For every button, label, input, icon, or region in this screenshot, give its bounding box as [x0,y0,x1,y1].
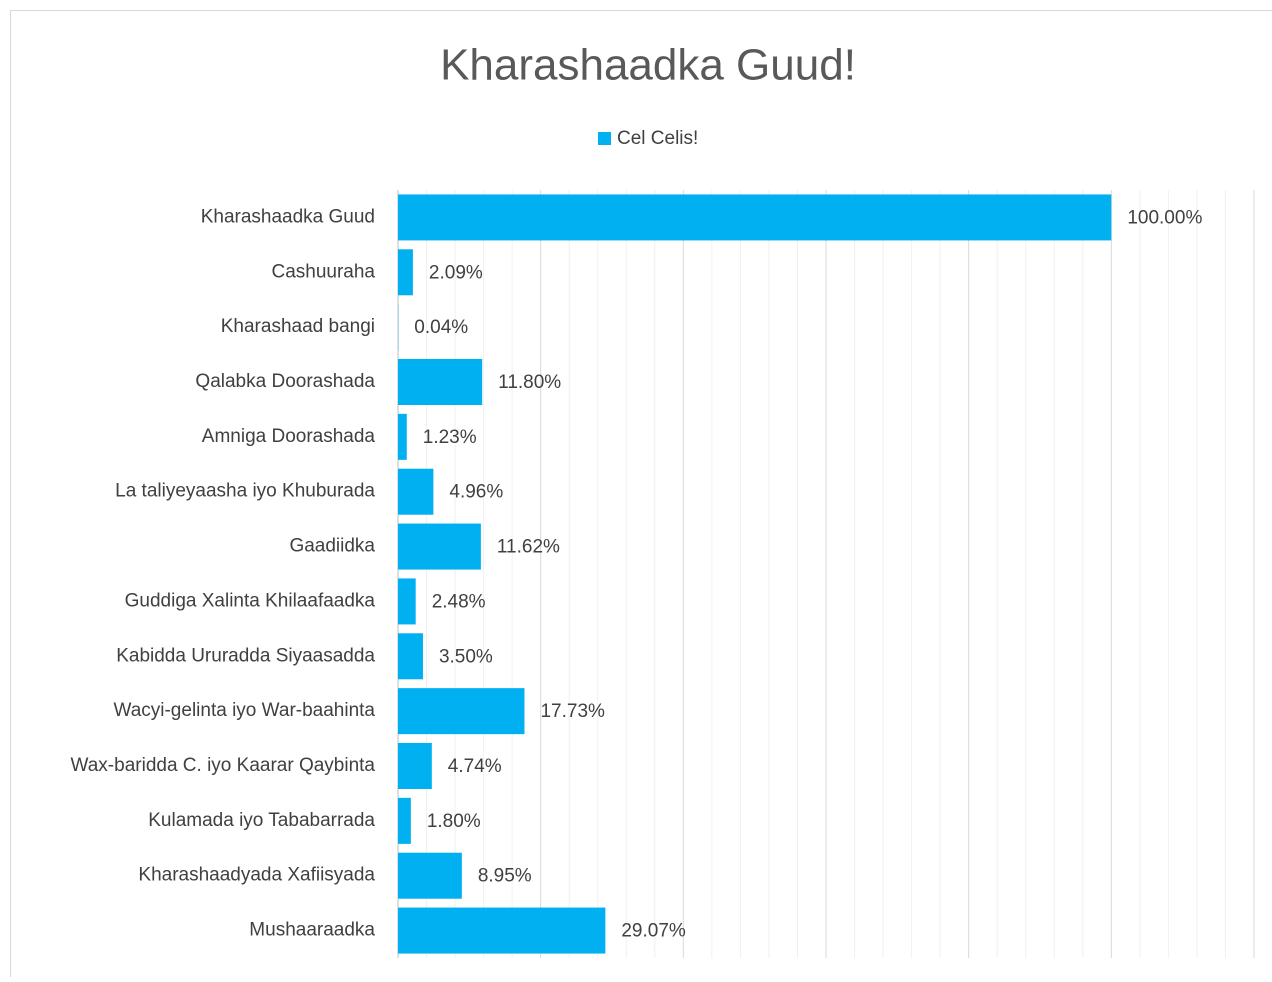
y-tick-label: Mushaaraadka [249,920,375,941]
y-tick-label: Kharashaad bangi [221,316,375,337]
value-label: 0.04% [414,317,468,338]
bar [398,414,407,460]
value-label: 11.62% [497,537,560,558]
bar [398,853,462,899]
y-tick-label: Kharashaadka Guud [201,206,375,227]
y-tick-label: Cashuuraha [271,261,375,282]
y-tick-label: Kabidda Ururadda Siyaasadda [116,645,375,666]
bar [398,688,524,734]
y-tick-label: Gaadiidka [289,536,375,557]
y-tick-label: La taliyeyaasha iyo Khuburada [115,481,375,502]
value-label: 2.48% [432,591,486,612]
value-label: 29.07% [621,921,686,942]
value-label: 4.96% [449,482,503,503]
bar [398,633,423,679]
value-label: 2.09% [429,262,483,283]
value-label: 1.23% [423,427,477,448]
y-tick-label: Amniga Doorashada [202,426,376,447]
bar [398,359,482,405]
bar [398,194,1111,240]
y-tick-label: Wax-baridda C. iyo Kaarar Qaybinta [71,755,376,776]
value-label: 17.73% [540,701,605,722]
y-tick-label: Qalabka Doorashada [195,371,375,392]
bar [398,743,432,789]
legend-label: Cel Celis! [617,128,698,149]
bar [398,524,481,570]
value-label: 1.80% [427,811,481,832]
value-label: 4.74% [448,756,502,777]
bar [398,469,433,515]
value-label: 11.80% [498,372,561,393]
bar [398,578,416,624]
chart-title: Kharashaadka Guud! [440,41,856,90]
bar [398,798,411,844]
bar [398,908,605,954]
legend-swatch [598,132,611,145]
y-tick-label: Guddiga Xalinta Khilaafaadka [125,590,376,611]
y-tick-label: Kulamada iyo Tababarrada [148,810,375,831]
value-label: 8.95% [478,866,532,887]
value-label: 100.00% [1127,207,1202,228]
value-label: 3.50% [439,646,493,667]
y-tick-label: Kharashaadyada Xafiisyada [138,865,375,886]
y-tick-label: Wacyi-gelinta iyo War-baahinta [113,700,375,721]
bar [398,249,413,295]
